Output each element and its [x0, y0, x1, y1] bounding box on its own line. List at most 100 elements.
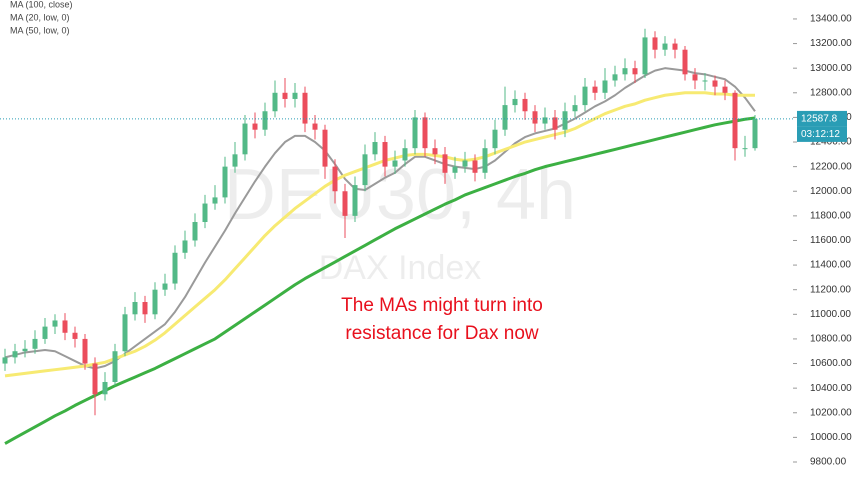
candle-body — [592, 86, 598, 93]
candle-body — [182, 240, 188, 253]
candle-body — [272, 92, 278, 112]
candle-body — [402, 148, 408, 161]
candle-body — [282, 92, 288, 99]
candle-body — [542, 117, 548, 124]
candle-body — [502, 105, 508, 130]
candle-body — [602, 80, 608, 93]
candle-body — [642, 37, 648, 75]
candle-body — [552, 117, 558, 130]
y-tick-label: 10600.00 — [810, 358, 852, 369]
candle-body — [312, 123, 318, 130]
y-tick-label: 13200.00 — [810, 38, 852, 49]
candle-body — [52, 320, 58, 327]
legend-entry: MA (50, low, 0) — [10, 25, 70, 35]
y-tick-label: 11400.00 — [810, 260, 851, 271]
candle-body — [342, 191, 348, 216]
y-tick-label: 10400.00 — [810, 383, 852, 394]
candle-body — [22, 348, 28, 352]
candle-body — [412, 117, 418, 149]
y-tick-label: 11600.00 — [810, 235, 851, 246]
candle-body — [582, 86, 588, 106]
watermark-name: DAX Index — [319, 249, 482, 287]
legend-entry: MA (100, close) — [10, 0, 73, 9]
candle-body — [732, 92, 738, 149]
candle-body — [522, 98, 528, 112]
annotation: The MAs might turn into — [341, 295, 543, 316]
candle-body — [372, 142, 378, 155]
candle-body — [382, 142, 388, 167]
y-tick-label: 12800.00 — [810, 87, 852, 98]
y-tick-label: 9800.00 — [810, 457, 847, 468]
y-tick-label: 13000.00 — [810, 63, 852, 74]
candle-body — [242, 123, 248, 155]
candle-body — [652, 37, 658, 50]
candle-body — [232, 154, 238, 167]
candle-body — [262, 111, 268, 130]
candle-body — [532, 111, 538, 124]
y-tick-label: 11200.00 — [810, 284, 851, 295]
candle-body — [572, 105, 578, 112]
candle-body — [152, 289, 158, 315]
candle-body — [142, 302, 148, 315]
candle-body — [482, 148, 488, 173]
candle-body — [212, 197, 218, 204]
moving-average-line — [4, 116, 756, 445]
legend-entry: MA (20, low, 0) — [10, 12, 70, 22]
candle-body — [12, 351, 18, 358]
candle-body — [42, 326, 48, 339]
candle-body — [432, 148, 438, 155]
candle-body — [362, 154, 368, 186]
countdown-box — [797, 126, 847, 142]
y-tick-label: 10800.00 — [810, 334, 852, 345]
y-tick-label: 12400.00 — [810, 137, 852, 148]
y-tick-label: 10000.00 — [810, 432, 852, 443]
candle-body — [392, 160, 398, 167]
moving-average-line — [4, 91, 755, 378]
candle-body — [112, 351, 118, 382]
candle-body — [672, 43, 678, 50]
candle-body — [2, 357, 8, 364]
candle-body — [102, 381, 108, 395]
candle-body — [512, 98, 518, 106]
y-tick-label: 12000.00 — [810, 186, 852, 197]
y-tick-label: 11800.00 — [810, 210, 851, 221]
candle-body — [612, 74, 618, 81]
candle-body — [162, 283, 168, 290]
candle-body — [692, 74, 698, 81]
candle-body — [332, 166, 338, 192]
candle-body — [82, 338, 88, 364]
candle-body — [32, 338, 38, 349]
candle-body — [712, 80, 718, 87]
candle-body — [622, 68, 628, 75]
y-tick-label: 11000.00 — [810, 309, 851, 320]
candle-body — [222, 166, 228, 198]
candle-body — [682, 49, 688, 75]
candle-body — [322, 129, 328, 167]
candle-body — [452, 166, 458, 173]
moving-average-line — [4, 67, 756, 370]
candle-body — [472, 160, 478, 173]
last-price-label: 12587.8 — [801, 114, 838, 125]
candle-body — [92, 363, 98, 395]
y-tick-label: 13400.00 — [810, 14, 852, 25]
candle-body — [632, 68, 638, 75]
y-tick-label: 12200.00 — [810, 161, 852, 172]
candle-body — [442, 154, 448, 173]
last-price-box — [797, 110, 847, 127]
candle-body — [462, 160, 468, 167]
candle-body — [292, 92, 298, 99]
candle-body — [492, 129, 498, 149]
candle-body — [252, 123, 258, 130]
candle-body — [422, 117, 428, 149]
countdown-label: 03:12:12 — [801, 129, 840, 140]
candle-body — [352, 185, 358, 216]
candle-body — [122, 314, 128, 352]
candle-body — [132, 302, 138, 315]
candle-body — [722, 86, 728, 93]
candle-body — [62, 320, 68, 333]
candle-body — [562, 111, 568, 130]
candle-body — [192, 222, 198, 241]
